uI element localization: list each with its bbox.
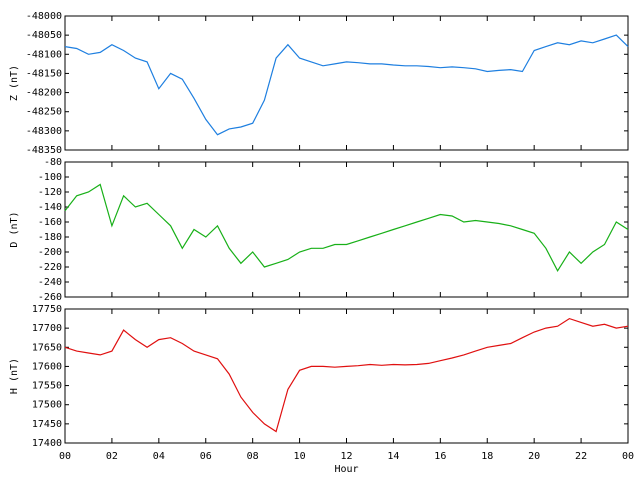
y-tick-label: 17400: [32, 438, 62, 449]
y-tick-label: -48250: [26, 107, 62, 118]
x-axis-label: Hour: [334, 464, 358, 475]
y-tick-label: -240: [38, 277, 62, 288]
y-tick-label: 17450: [32, 419, 62, 430]
x-tick-label: 18: [481, 451, 493, 462]
x-tick-label: 16: [434, 451, 446, 462]
y-tick-label: 17700: [32, 323, 62, 334]
y-axis-label: Z (nT): [9, 65, 20, 101]
x-tick-label: 04: [153, 451, 165, 462]
x-tick-label: 12: [340, 451, 352, 462]
plot-frame: [64, 15, 629, 151]
y-axis-label: D (nT): [9, 211, 20, 247]
y-tick-label: 17500: [32, 400, 62, 411]
x-tick-label: 22: [575, 451, 587, 462]
data-line: [64, 183, 629, 273]
x-tick-label: 08: [247, 451, 259, 462]
y-tick-label: 17600: [32, 361, 62, 372]
y-tick-label: 17650: [32, 342, 62, 353]
x-tick-label: 00: [59, 451, 71, 462]
x-tick-label: 00: [622, 451, 634, 462]
y-tick-label: -120: [38, 187, 62, 198]
y-tick-label: -48150: [26, 68, 62, 79]
y-tick-label: -48000: [26, 11, 62, 22]
y-tick-label: -48300: [26, 126, 62, 137]
y-tick-label: 17550: [32, 381, 62, 392]
y-tick-label: -180: [38, 232, 62, 243]
plot-frame: [64, 161, 629, 298]
y-tick-label: -48100: [26, 49, 62, 60]
y-tick-label: -260: [38, 292, 62, 303]
x-tick-label: 02: [106, 451, 118, 462]
y-tick-label: -48350: [26, 145, 62, 156]
y-tick-label: -80: [44, 157, 62, 168]
y-tick-label: 17750: [32, 304, 62, 315]
y-tick-label: -100: [38, 172, 62, 183]
y-tick-label: -200: [38, 247, 62, 258]
data-line: [64, 317, 629, 433]
y-tick-label: -48050: [26, 30, 62, 41]
y-tick-label: -48200: [26, 88, 62, 99]
x-tick-label: 10: [294, 451, 306, 462]
x-tick-label: 06: [200, 451, 212, 462]
x-tick-label: 14: [387, 451, 399, 462]
x-tick-label: 20: [528, 451, 540, 462]
y-tick-label: -140: [38, 202, 62, 213]
data-line: [64, 34, 629, 136]
y-tick-label: -160: [38, 217, 62, 228]
y-axis-label: H (nT): [9, 358, 20, 394]
y-tick-label: -220: [38, 262, 62, 273]
